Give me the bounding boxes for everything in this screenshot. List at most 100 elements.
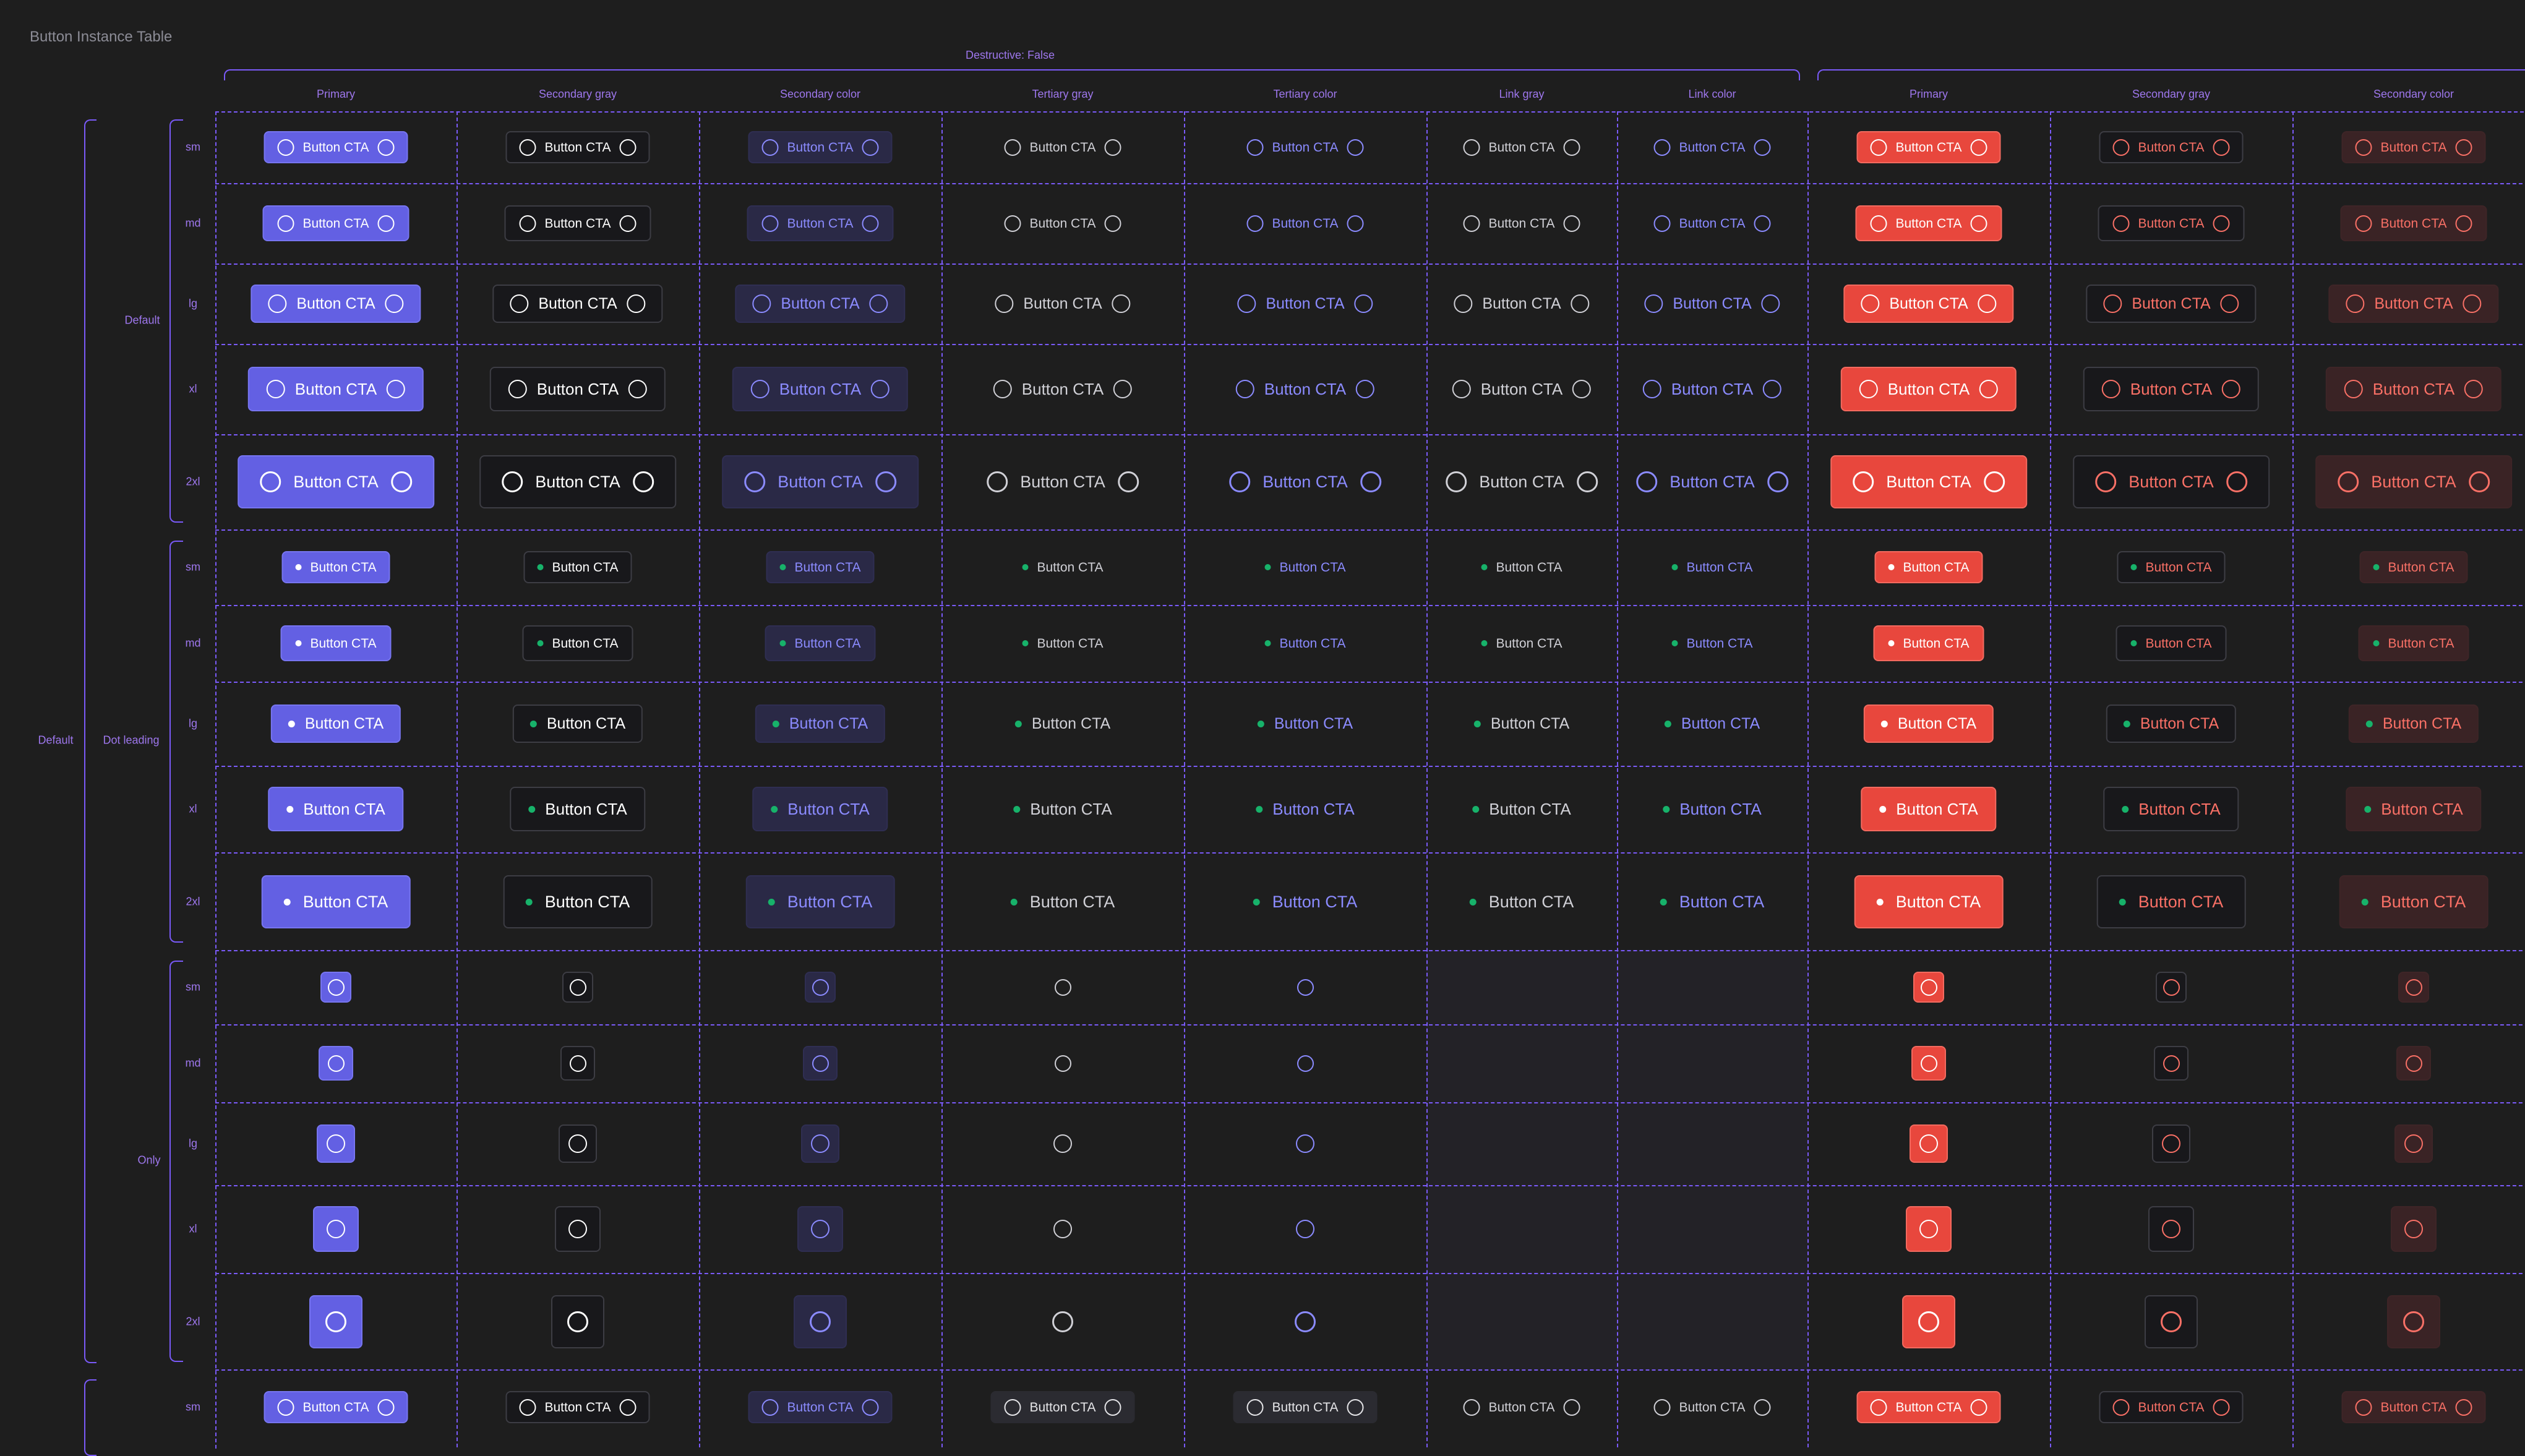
destructive-secondary-color-button-xl[interactable]: Button CTA <box>2325 367 2502 411</box>
secondary-color-button-lg[interactable] <box>801 1124 839 1163</box>
link-color-button-xl[interactable]: Button CTA <box>1645 787 1778 831</box>
secondary-gray-button-lg[interactable]: Button CTA <box>492 285 663 323</box>
primary-button-xl[interactable]: Button CTA <box>268 787 404 831</box>
destructive-primary-button-md[interactable]: Button CTA <box>1873 625 1984 661</box>
tertiary-color-button-xl[interactable] <box>1282 1206 1328 1252</box>
link-gray-button-xl[interactable]: Button CTA <box>1455 787 1588 831</box>
secondary-color-button-lg[interactable]: Button CTA <box>755 704 886 743</box>
tertiary-color-button-xl[interactable]: Button CTA <box>1238 787 1371 831</box>
secondary-color-button-2xl[interactable]: Button CTA <box>722 455 919 508</box>
link-gray-button-md[interactable]: Button CTA <box>1468 625 1576 661</box>
destructive-secondary-gray-button-sm[interactable]: Button CTA <box>2099 1391 2244 1423</box>
destructive-secondary-color-button-md[interactable] <box>2396 1046 2431 1081</box>
destructive-secondary-gray-button-2xl[interactable] <box>2145 1295 2198 1348</box>
secondary-color-button-md[interactable]: Button CTA <box>747 205 894 241</box>
destructive-secondary-gray-button-sm[interactable]: Button CTA <box>2117 551 2226 583</box>
destructive-primary-button-sm[interactable]: Button CTA <box>1874 551 1983 583</box>
tertiary-gray-button-sm[interactable]: Button CTA <box>990 1391 1135 1423</box>
tertiary-color-button-md[interactable] <box>1288 1046 1323 1081</box>
destructive-primary-button-sm[interactable]: Button CTA <box>1856 1391 2001 1423</box>
secondary-color-button-2xl[interactable] <box>794 1295 847 1348</box>
destructive-secondary-color-button-md[interactable]: Button CTA <box>2358 625 2469 661</box>
link-color-button-lg[interactable]: Button CTA <box>1628 285 1796 323</box>
secondary-color-button-sm[interactable]: Button CTA <box>766 551 875 583</box>
destructive-primary-button-xl[interactable]: Button CTA <box>1861 787 1997 831</box>
tertiary-gray-button-sm[interactable]: Button CTA <box>1010 551 1116 583</box>
secondary-color-button-sm[interactable]: Button CTA <box>748 1391 893 1423</box>
primary-button-sm[interactable]: Button CTA <box>264 131 408 163</box>
destructive-secondary-gray-button-xl[interactable]: Button CTA <box>2083 367 2260 411</box>
destructive-secondary-color-button-2xl[interactable]: Button CTA <box>2315 455 2512 508</box>
secondary-color-button-sm[interactable]: Button CTA <box>748 131 893 163</box>
link-color-button-sm[interactable]: Button CTA <box>1642 1391 1783 1423</box>
destructive-secondary-gray-button-lg[interactable]: Button CTA <box>2086 285 2257 323</box>
destructive-secondary-gray-button-sm[interactable] <box>2156 972 2187 1003</box>
link-color-button-md[interactable]: Button CTA <box>1640 205 1785 241</box>
destructive-secondary-gray-button-2xl[interactable]: Button CTA <box>2096 875 2246 928</box>
tertiary-gray-button-lg[interactable] <box>1044 1124 1082 1163</box>
tertiary-gray-button-2xl[interactable]: Button CTA <box>966 455 1160 508</box>
tertiary-color-button-sm[interactable] <box>1290 972 1321 1003</box>
link-color-button-md[interactable]: Button CTA <box>1658 625 1767 661</box>
tertiary-color-button-2xl[interactable]: Button CTA <box>1208 455 1402 508</box>
primary-button-2xl[interactable]: Button CTA <box>261 875 411 928</box>
secondary-gray-button-lg[interactable] <box>559 1124 597 1163</box>
destructive-secondary-color-button-lg[interactable]: Button CTA <box>2348 704 2479 743</box>
tertiary-gray-button-md[interactable]: Button CTA <box>1009 625 1117 661</box>
secondary-gray-button-xl[interactable] <box>555 1206 601 1252</box>
destructive-secondary-gray-button-sm[interactable]: Button CTA <box>2099 131 2244 163</box>
link-gray-button-sm[interactable]: Button CTA <box>1469 551 1575 583</box>
secondary-color-button-md[interactable] <box>803 1046 838 1081</box>
tertiary-gray-button-xl[interactable] <box>1040 1206 1086 1252</box>
secondary-gray-button-2xl[interactable] <box>551 1295 604 1348</box>
secondary-color-button-sm[interactable] <box>805 972 836 1003</box>
secondary-gray-button-sm[interactable]: Button CTA <box>505 131 650 163</box>
tertiary-color-button-sm[interactable]: Button CTA <box>1253 551 1358 583</box>
link-gray-button-xl[interactable]: Button CTA <box>1435 367 1608 411</box>
destructive-secondary-gray-button-lg[interactable] <box>2152 1124 2190 1163</box>
secondary-gray-button-md[interactable]: Button CTA <box>522 625 633 661</box>
destructive-secondary-color-button-sm[interactable]: Button CTA <box>2341 131 2486 163</box>
link-color-button-2xl[interactable]: Button CTA <box>1639 875 1786 928</box>
destructive-secondary-gray-button-md[interactable]: Button CTA <box>2098 205 2245 241</box>
link-color-button-sm[interactable]: Button CTA <box>1642 131 1783 163</box>
destructive-primary-button-lg[interactable]: Button CTA <box>1843 285 2014 323</box>
secondary-gray-button-sm[interactable] <box>562 972 593 1003</box>
destructive-primary-button-lg[interactable] <box>1910 1124 1948 1163</box>
tertiary-gray-button-xl[interactable]: Button CTA <box>976 367 1149 411</box>
secondary-gray-button-xl[interactable]: Button CTA <box>489 367 666 411</box>
secondary-color-button-md[interactable]: Button CTA <box>765 625 876 661</box>
link-gray-button-sm[interactable]: Button CTA <box>1451 1391 1593 1423</box>
destructive-primary-button-xl[interactable] <box>1906 1206 1952 1252</box>
destructive-secondary-color-button-lg[interactable] <box>2394 1124 2433 1163</box>
destructive-secondary-gray-button-lg[interactable]: Button CTA <box>2106 704 2237 743</box>
primary-button-lg[interactable]: Button CTA <box>270 704 401 743</box>
primary-button-md[interactable]: Button CTA <box>280 625 392 661</box>
primary-button-sm[interactable] <box>320 972 351 1003</box>
tertiary-gray-button-lg[interactable]: Button CTA <box>999 704 1126 743</box>
destructive-primary-button-xl[interactable]: Button CTA <box>1840 367 2017 411</box>
secondary-color-button-lg[interactable]: Button CTA <box>735 285 906 323</box>
secondary-gray-button-xl[interactable]: Button CTA <box>510 787 646 831</box>
tertiary-gray-button-sm[interactable] <box>1047 972 1078 1003</box>
destructive-secondary-color-button-sm[interactable] <box>2398 972 2429 1003</box>
tertiary-gray-button-xl[interactable]: Button CTA <box>996 787 1129 831</box>
destructive-secondary-color-button-sm[interactable]: Button CTA <box>2341 1391 2486 1423</box>
secondary-gray-button-sm[interactable]: Button CTA <box>505 1391 650 1423</box>
link-color-button-xl[interactable]: Button CTA <box>1626 367 1799 411</box>
link-gray-button-lg[interactable]: Button CTA <box>1458 704 1585 743</box>
destructive-secondary-color-button-lg[interactable]: Button CTA <box>2328 285 2499 323</box>
secondary-gray-button-2xl[interactable]: Button CTA <box>479 455 676 508</box>
destructive-primary-button-md[interactable] <box>1911 1046 1946 1081</box>
destructive-primary-button-2xl[interactable] <box>1902 1295 1955 1348</box>
tertiary-color-button-2xl[interactable]: Button CTA <box>1232 875 1379 928</box>
tertiary-gray-button-lg[interactable]: Button CTA <box>979 285 1146 323</box>
tertiary-gray-button-2xl[interactable] <box>1036 1295 1089 1348</box>
primary-button-sm[interactable]: Button CTA <box>264 1391 408 1423</box>
tertiary-gray-button-2xl[interactable]: Button CTA <box>990 875 1136 928</box>
destructive-secondary-gray-button-2xl[interactable]: Button CTA <box>2073 455 2270 508</box>
link-color-button-sm[interactable]: Button CTA <box>1660 551 1765 583</box>
tertiary-color-button-md[interactable]: Button CTA <box>1233 205 1378 241</box>
tertiary-color-button-xl[interactable]: Button CTA <box>1219 367 1392 411</box>
tertiary-gray-button-md[interactable]: Button CTA <box>991 205 1135 241</box>
